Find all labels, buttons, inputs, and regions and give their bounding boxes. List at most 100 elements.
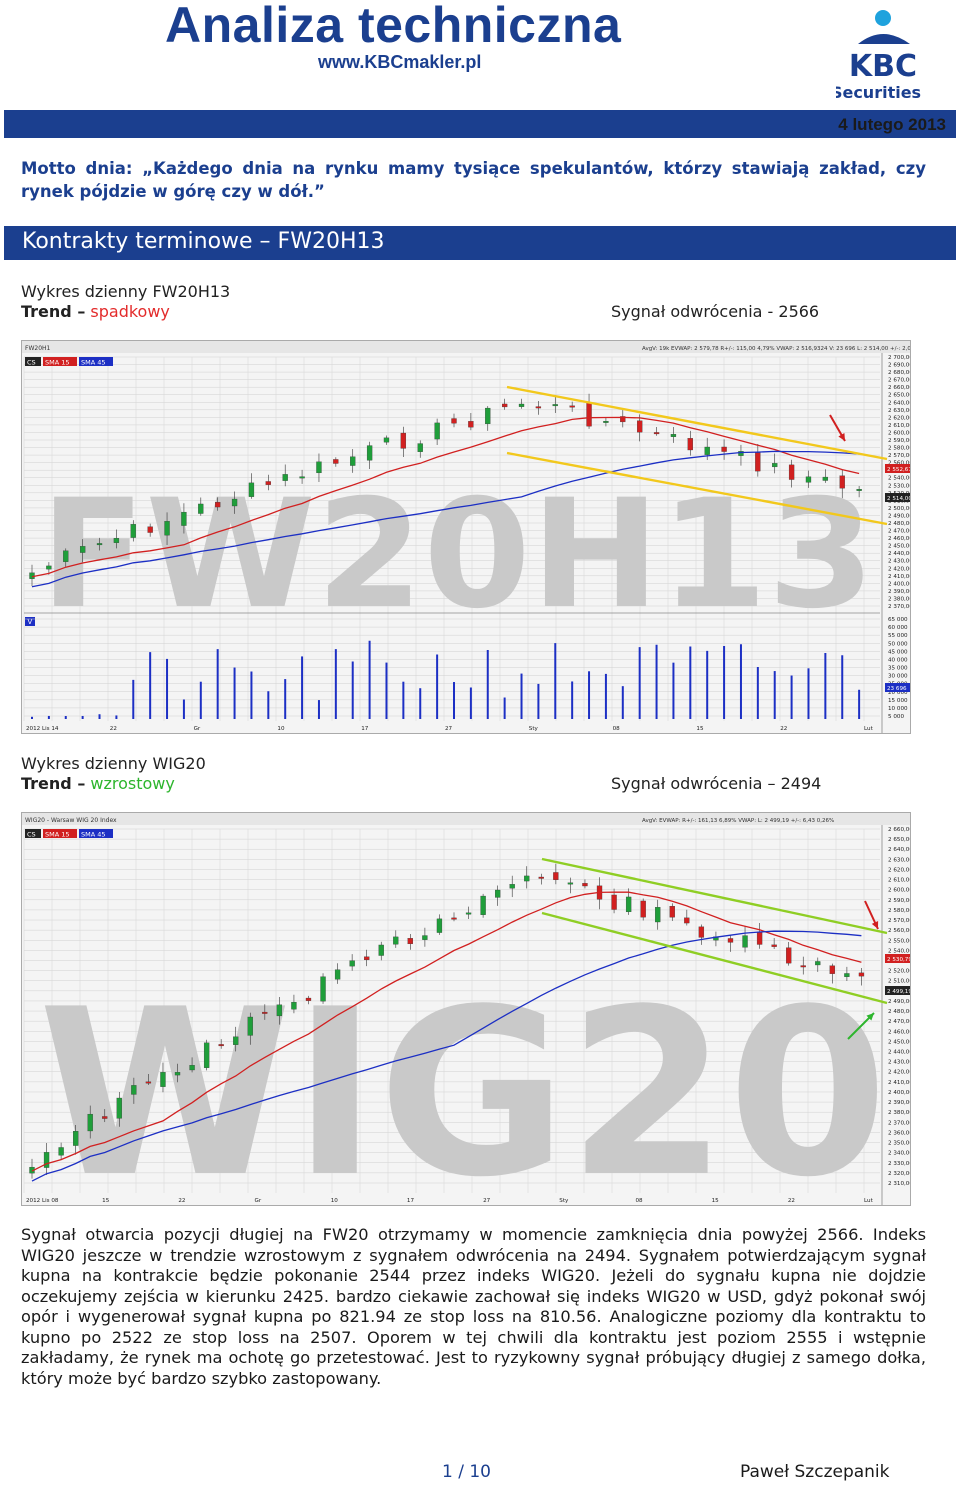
candle-up [524,875,530,882]
price-tick-label: 2 380,00 [888,1110,910,1116]
candle-up [480,895,486,915]
candle-up [231,498,238,507]
chart1-trend-label: Trend – [21,302,86,321]
trend-line [506,451,888,526]
volume-tick-label: 20 000 [888,690,908,696]
legend-swatch [79,357,113,366]
kbc-logo: KBC Securities [831,4,936,104]
price-tick-label: 2 460,00 [888,536,910,542]
candle-down [669,906,675,918]
candle-up [316,461,322,474]
price-tick-label: 2 540,00 [888,948,910,954]
price-tick-label: 2 420,00 [888,1070,910,1076]
price-tick-label: 2 650,00 [888,393,910,399]
price-tick-label: 2 580,00 [888,446,910,452]
candle-down [756,931,763,945]
candle-up [655,907,661,923]
price-marker-label: 2 514,00 [887,496,910,502]
legend-swatch [43,829,77,838]
candle-down [788,464,795,480]
wig20-chart: WIG20 - Warsaw WIG 20 Index AvgV: EVWAP: … [21,812,913,1228]
price-tick-label: 2 530,00 [888,483,910,489]
candle-up [247,1016,253,1036]
date-tick-label: 08 [613,726,621,732]
volume-tick-label: 35 000 [888,666,908,672]
candle-down [698,926,705,938]
chart-info-line: AvgV: 19k EVWAP: 2 579,78 R+/-: 115,00 4… [642,346,910,352]
date-tick-label: Lut [864,1198,874,1204]
candle-down [535,406,542,409]
candle-up [63,550,69,562]
daily-motto: Motto dnia: „Każdego dnia na rynku mamy … [21,159,926,201]
candle-up [434,422,440,440]
chart-watermark: FW20H13 [40,468,875,642]
candle-down [721,446,727,452]
chart-window-title: WIG20 - Warsaw WIG 20 Index [25,817,117,824]
website-link[interactable]: www.KBCmakler.pl [318,52,482,72]
candle-up [181,511,187,526]
candle-up [509,884,515,889]
sma45-line [31,930,862,1182]
chart1-signal: Sygnał odwrócenia - 2566 [611,302,820,321]
legend-swatch [43,357,77,366]
candle-down [407,938,413,945]
price-tick-label: 2 390,00 [888,589,910,595]
volume-marker-label: 23 696 [887,686,907,692]
analysis-text: Sygnał otwarcia pozycji długiej na FW20 … [21,1225,926,1388]
candle-down [653,432,660,435]
candle-up [772,463,778,468]
date-tick-label: Sty [559,1198,569,1204]
price-tick-label: 2 540,00 [888,476,910,482]
date-tick-label: 15 [102,1198,110,1204]
date-tick-label: Gr [255,1198,262,1204]
candle-down [451,917,457,920]
chart-watermark: WIG20 [38,961,888,1205]
price-tick-label: 2 400,00 [888,581,910,587]
price-tick-label: 2 360,00 [888,1130,910,1136]
candle-up [320,976,326,1002]
price-marker-label: 2 552,67 [887,467,910,473]
price-tick-label: 2 400,00 [888,1090,910,1096]
date-tick-label: 2012 Lis 14 [26,726,59,732]
price-tick-label: 2 590,00 [888,438,910,444]
candle-down [145,1081,152,1084]
logo-kbc-text: KBC [849,49,917,84]
volume-tick-label: 45 000 [888,649,908,655]
candle-down [538,876,544,879]
date-tick-label: 27 [445,726,453,732]
legend-entry: SMA 45 [81,359,106,367]
price-tick-label: 2 440,00 [888,1050,910,1056]
candle-up [291,1001,297,1010]
fw20-chart: FW20H1 AvgV: 19k EVWAP: 2 579,78 R+/-: 11… [21,340,934,734]
price-tick-label: 2 660,00 [888,385,910,391]
trend-line [506,385,888,461]
price-tick-label: 2 640,00 [888,400,910,406]
price-tick-label: 2 620,00 [888,415,910,421]
chart2-trend-value: wzrostowy [90,774,175,793]
price-tick-label: 2 650,00 [888,837,910,843]
page-number: 1 / 10 [442,1462,491,1482]
volume-tick-label: 60 000 [888,625,908,631]
candle-up [116,1097,122,1119]
price-tick-label: 2 630,00 [888,408,910,414]
candle-up [815,961,821,966]
candle-down [611,894,617,910]
price-tick-label: 2 580,00 [888,908,910,914]
candle-up [822,476,829,481]
price-marker-box [885,954,911,963]
chart2-signal: Sygnał odwrócenia – 2494 [611,774,822,793]
legend-swatch [25,357,41,366]
date-tick-label: 15 [712,1198,720,1204]
candle-up [58,1147,64,1156]
price-tick-label: 2 660,00 [888,827,910,833]
price-tick-label: 2 430,00 [888,1060,910,1066]
chart-info-line: AvgV: EVWAP: R+/-: 161,13 6,89% VWAP: L:… [642,818,834,824]
price-tick-label: 2 370,00 [888,1120,910,1126]
trend-line [541,857,888,935]
section-title: Kontrakty terminowe – FW20H13 [22,229,385,254]
candle-up [378,944,384,956]
candle-down [400,432,407,449]
date-tick-label: 22 [178,1198,185,1204]
price-tick-label: 2 450,00 [888,1039,910,1045]
candle-up [189,1065,195,1071]
